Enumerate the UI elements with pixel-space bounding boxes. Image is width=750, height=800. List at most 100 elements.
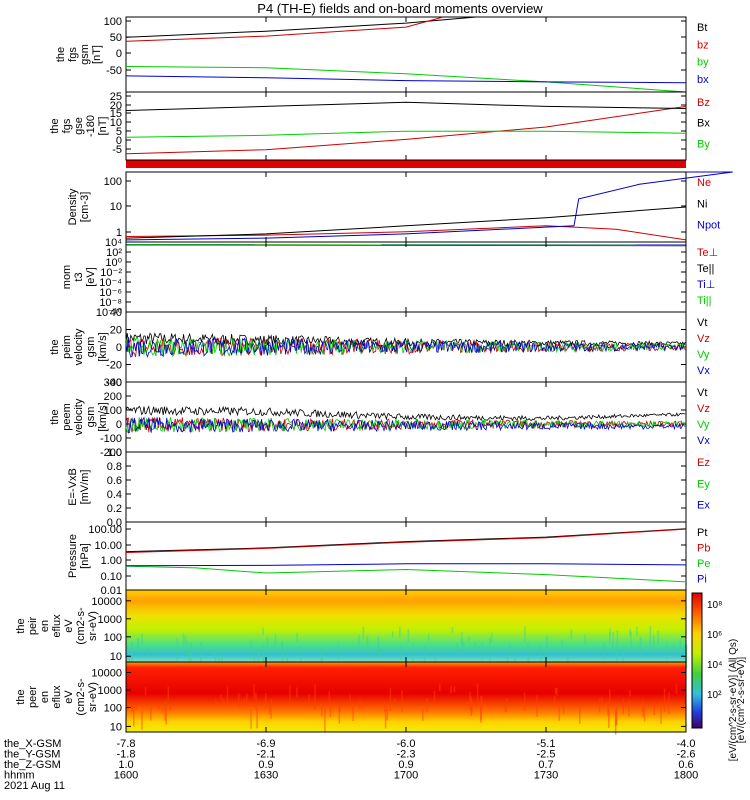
spectrogram-streak (182, 633, 185, 653)
spectrogram-streak (135, 703, 138, 710)
spectrogram-streak (384, 709, 387, 729)
y-axis-label: E=-VxB[mV/m] (67, 468, 91, 506)
spectrogram-streak (262, 643, 264, 660)
panel-stack: 100500-50thefgsgsm[nT]Btbzbybx2520151050… (15, 16, 733, 735)
spectrogram-streak (131, 642, 133, 663)
spectrogram-streak (250, 709, 252, 729)
y-tick-label: 10000 (91, 668, 122, 680)
y-tick-label: 100.00 (88, 524, 122, 536)
spectrogram-streak (362, 626, 365, 640)
series-line-bz (125, 16, 444, 42)
panel-8: 100.00 10.00 1.00 0.10 0.01 Pressure[nPa] Pt Pb… (67, 521, 710, 597)
spectrogram-streak (481, 642, 484, 661)
y-tick-label: 1000 (98, 685, 122, 697)
x-row-value: -4.0 (677, 738, 696, 750)
series-line-Vx (125, 336, 686, 358)
series-line-By (125, 130, 687, 138)
spectrogram-streak (660, 700, 662, 724)
spectrogram-streak (598, 699, 601, 713)
spectrogram-streak (609, 632, 611, 644)
y-axis-label: thepeirenefluxeV(cm2-s-sr-eV) (15, 607, 99, 645)
y-tick-label: -5 (112, 144, 122, 156)
spectrogram-streak (147, 647, 149, 658)
series-line-Pb (125, 528, 687, 553)
panel-7: 1.0 0.8 0.6 0.4 0.2 0.0 E=-VxB[mV/m] Ez Ey Ex (67, 447, 710, 529)
spectrogram-streak (608, 710, 610, 728)
spectrogram-streak (399, 626, 401, 639)
panel-frame (125, 521, 687, 591)
spectrogram-streak (608, 689, 611, 704)
legend-Pe: Pe (697, 558, 710, 570)
legend-Vt: Vt (697, 387, 707, 399)
x-row-value: -6.0 (397, 738, 416, 750)
spectrogram-streak (480, 695, 483, 710)
spectrogram-streak (474, 642, 476, 654)
spectrogram-streak (128, 648, 131, 673)
legend-by: by (697, 57, 709, 69)
x-axis-table: the_X-GSM -7.8 -6.9 -6.0 -5.1 -4.0 the_Y-GSM -1… (4, 738, 698, 792)
series-line-Pe (125, 565, 687, 583)
spectrogram-streak (137, 638, 139, 650)
x-row-value: -2.3 (397, 749, 416, 761)
spectrogram-streak (422, 708, 424, 721)
legend-Te: Te|| (697, 263, 714, 275)
legend-Ti: Ti⊥ (697, 279, 715, 291)
spectrogram-streak (161, 706, 164, 714)
spectrogram-streak (243, 698, 245, 706)
spectrogram-streak (296, 687, 298, 697)
y-tick-label: 5 (116, 126, 122, 138)
x-row-label: hhmm (4, 770, 35, 782)
spectrogram-streak (607, 700, 609, 716)
y-tick-label: 40 (110, 307, 122, 319)
y-tick-label: 10⁻¹⁰ (96, 307, 123, 319)
spectrogram-streak (358, 634, 360, 648)
y-tick-label: 1 (116, 227, 122, 239)
spectrogram-streak (469, 691, 471, 711)
y-tick-label: 100 (104, 176, 122, 188)
spectrogram-streak (628, 699, 630, 717)
spectrogram-streak (184, 635, 187, 643)
spectrogram-streak (222, 698, 224, 706)
y-tick-label: 100 (104, 703, 122, 715)
spectrogram-streak (653, 635, 655, 659)
y-tick-label: 1.0 (107, 447, 122, 459)
x-row-value: 0.6 (678, 759, 693, 771)
spectrogram-streak (679, 638, 682, 656)
spectrogram-streak (675, 684, 678, 694)
spectrogram-streak (657, 630, 659, 644)
spectrogram-streak (158, 701, 160, 710)
series-line-by (125, 66, 687, 93)
spectrogram-streak (412, 643, 414, 666)
spectrogram-streak (167, 686, 170, 702)
legend-Vx: Vx (697, 435, 710, 447)
series-line-Bz (125, 105, 687, 155)
y-tick-label: 100 (104, 405, 122, 417)
spectrogram-streak (144, 686, 147, 696)
y-tick-label: 15 (110, 108, 122, 120)
y-axis-label: thepeerenefluxeV(cm2-s-sr-eV) (15, 678, 99, 716)
spectrogram-streak (641, 699, 644, 713)
y-tick-label: 50 (110, 32, 122, 44)
y-axis-label: Density[cm-3] (67, 188, 91, 225)
y-tick-label: 10⁻² (100, 267, 122, 279)
spectrogram-streak (433, 690, 436, 701)
spectrogram-streak (165, 707, 168, 725)
series-line-Ni (125, 206, 687, 239)
spectrogram-streak (524, 626, 526, 643)
y-tick-label: 0 (116, 48, 122, 60)
spectrogram-streak (509, 643, 511, 656)
spectrogram-streak (377, 636, 380, 658)
series-line-Pt (125, 528, 687, 553)
x-row-value: -7.8 (117, 738, 136, 750)
spectrogram-streak (176, 637, 178, 661)
y-tick-label: 10000 (91, 596, 122, 608)
spectrogram-streak (262, 627, 264, 635)
spectrogram-streak (480, 706, 482, 723)
x-row-label: the_Y-GSM (4, 749, 60, 761)
spectrogram-streak (476, 683, 479, 705)
y-tick-label: 10⁰ (105, 257, 122, 269)
x-row-label: the_X-GSM (4, 738, 61, 750)
spectrogram-streak (328, 691, 330, 704)
spectrogram-streak (584, 634, 586, 644)
y-tick-label: 0.10 (101, 571, 122, 583)
